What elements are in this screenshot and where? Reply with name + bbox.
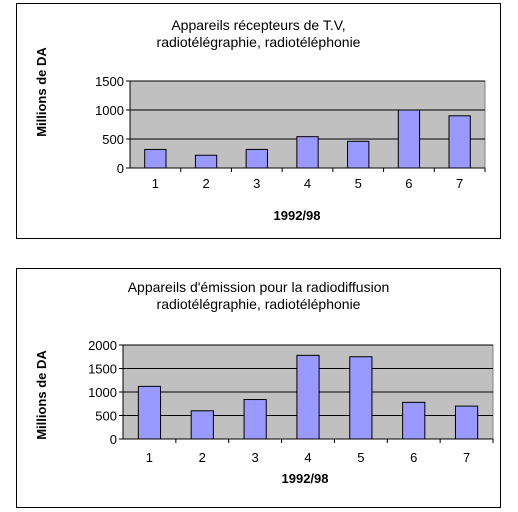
x-tick-label: 5 xyxy=(357,450,364,465)
chart-1-title: Appareils récepteurs de T.V, xyxy=(171,17,346,33)
x-tick-label: 3 xyxy=(252,450,259,465)
x-tick-label: 2 xyxy=(199,450,206,465)
x-tick-label: 7 xyxy=(456,176,463,191)
chart-1-subtitle: radiotélégraphie, radiotéléphonie xyxy=(156,34,361,50)
x-tick-label: 5 xyxy=(355,176,362,191)
y-tick-label: 0 xyxy=(117,161,124,176)
x-tick-label: 4 xyxy=(304,450,311,465)
y-tick-label: 500 xyxy=(95,409,117,424)
bar xyxy=(137,385,162,440)
x-tick-label: 7 xyxy=(463,450,470,465)
chart-2-title: Appareils d'émission pour la radiodiffus… xyxy=(127,279,390,295)
chart-2-xlabel: 1992/98 xyxy=(281,471,329,486)
x-tick-label: 6 xyxy=(410,450,417,465)
y-tick-label: 0 xyxy=(110,432,117,447)
bar xyxy=(402,401,426,440)
y-tick-label: 1000 xyxy=(95,103,124,118)
bar xyxy=(190,410,214,440)
x-tick-label: 3 xyxy=(253,176,260,191)
y-tick-label: 1500 xyxy=(88,362,117,377)
x-tick-label: 6 xyxy=(405,176,412,191)
bar xyxy=(454,405,479,440)
x-tick-label: 1 xyxy=(146,450,153,465)
y-tick-label: 1500 xyxy=(95,74,124,89)
bar xyxy=(296,354,320,440)
y-tick-label: 1000 xyxy=(88,385,117,400)
x-tick-label: 4 xyxy=(304,176,311,191)
y-tick-label: 500 xyxy=(102,132,124,147)
chart-1-xlabel: 1992/98 xyxy=(273,208,321,223)
y-tick-label: 2000 xyxy=(88,338,117,353)
chart-2-subtitle: radiotélégraphie, radiotéléphonie xyxy=(156,296,361,312)
bar xyxy=(243,399,267,440)
bar xyxy=(349,356,373,440)
x-tick-label: 1 xyxy=(152,176,159,191)
x-tick-label: 2 xyxy=(202,176,209,191)
